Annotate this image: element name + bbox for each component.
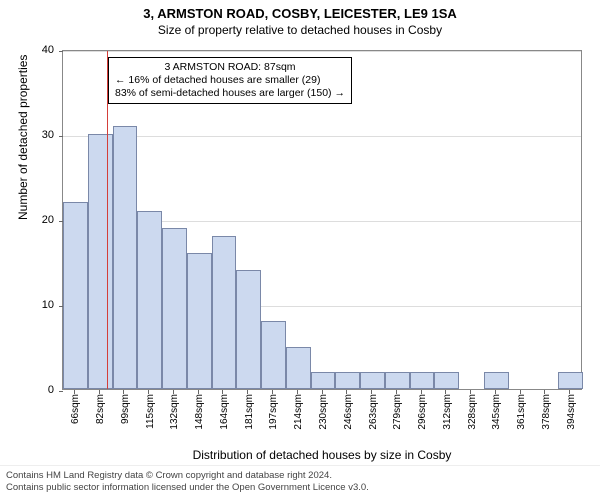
xtick-label: 378sqm	[541, 394, 552, 430]
footer: Contains HM Land Registry data © Crown c…	[0, 465, 600, 500]
callout-line: 3 ARMSTON ROAD: 87sqm	[115, 61, 345, 74]
bar	[484, 372, 509, 389]
ytick-label: 0	[24, 384, 54, 396]
xtick-label: 132sqm	[169, 394, 180, 430]
bar	[558, 372, 583, 389]
x-axis-label: Distribution of detached houses by size …	[62, 448, 582, 462]
ytick-label: 30	[24, 129, 54, 141]
xtick-label: 115sqm	[145, 394, 156, 429]
callout-line: 83% of semi-detached houses are larger (…	[115, 87, 345, 100]
xtick-label: 296sqm	[417, 394, 428, 430]
xtick-label: 197sqm	[268, 394, 279, 430]
xtick-label: 361sqm	[516, 394, 527, 430]
xtick-label: 181sqm	[244, 394, 255, 430]
bar	[286, 347, 311, 390]
xtick-label: 99sqm	[120, 394, 131, 424]
callout: 3 ARMSTON ROAD: 87sqm← 16% of detached h…	[108, 57, 352, 104]
bar	[236, 270, 261, 389]
ytick-label: 10	[24, 299, 54, 311]
xtick-label: 263sqm	[368, 394, 379, 430]
ytick-label: 40	[24, 44, 54, 56]
bar	[360, 372, 385, 389]
ytick-mark	[59, 136, 63, 137]
bar	[187, 253, 212, 389]
bar	[137, 211, 162, 390]
ytick-label: 20	[24, 214, 54, 226]
xtick-label: 394sqm	[566, 394, 577, 430]
xtick-label: 312sqm	[442, 394, 453, 430]
xtick-label: 82sqm	[95, 394, 106, 424]
callout-line: ← 16% of detached houses are smaller (29…	[115, 74, 345, 87]
bar	[335, 372, 360, 389]
xtick-label: 214sqm	[293, 394, 304, 430]
bar	[385, 372, 410, 389]
bar	[311, 372, 336, 389]
footer-line2: Contains public sector information licen…	[6, 482, 594, 494]
gridline	[63, 51, 581, 52]
xtick-label: 164sqm	[219, 394, 230, 430]
xtick-label: 345sqm	[491, 394, 502, 430]
xtick-label: 279sqm	[392, 394, 403, 430]
bar	[434, 372, 459, 389]
bar	[113, 126, 138, 390]
bar	[212, 236, 237, 389]
footer-line1: Contains HM Land Registry data © Crown c…	[6, 470, 594, 482]
chart: Number of detached properties 3 ARMSTON …	[42, 50, 582, 430]
gridline	[63, 136, 581, 137]
bar	[63, 202, 88, 389]
xtick-label: 230sqm	[318, 394, 329, 430]
title-line2: Size of property relative to detached ho…	[0, 21, 600, 37]
bar	[410, 372, 435, 389]
xtick-label: 66sqm	[70, 394, 81, 424]
title-line1: 3, ARMSTON ROAD, COSBY, LEICESTER, LE9 1…	[0, 0, 600, 21]
xtick-label: 148sqm	[194, 394, 205, 430]
ytick-mark	[59, 51, 63, 52]
bar	[261, 321, 286, 389]
xtick-label: 246sqm	[343, 394, 354, 430]
bar	[88, 134, 113, 389]
ytick-mark	[59, 391, 63, 392]
xtick-label: 328sqm	[467, 394, 478, 430]
bar	[162, 228, 187, 390]
plot-area: 3 ARMSTON ROAD: 87sqm← 16% of detached h…	[62, 50, 582, 390]
